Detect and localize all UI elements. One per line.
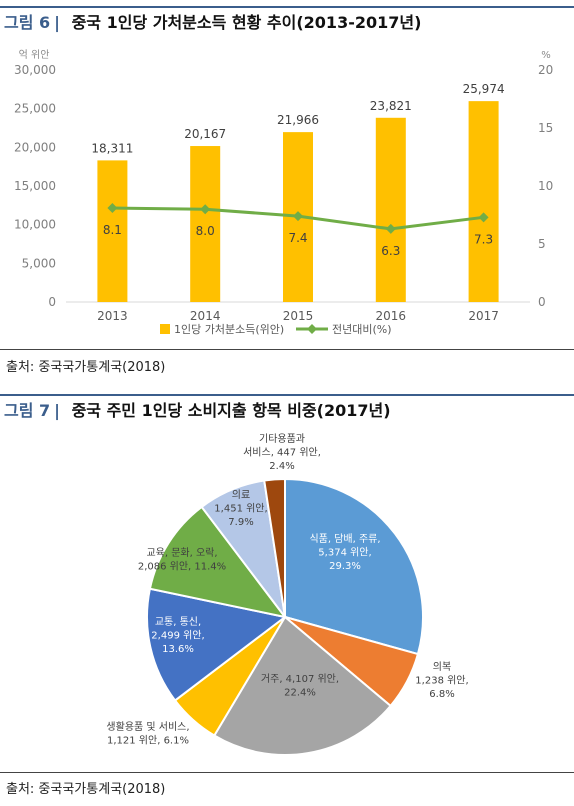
pie-slice-label-line: 2,086 위안, 11.4% bbox=[138, 560, 226, 573]
right-tick-label: 0 bbox=[538, 295, 546, 309]
pie-slice-label-line: 생활용품 및 서비스, bbox=[106, 720, 189, 733]
income-bar bbox=[375, 117, 406, 302]
figure7-source: 출처: 중국국가통계국(2018) bbox=[6, 782, 166, 797]
pie-slice-label-line: 13.6% bbox=[162, 644, 194, 655]
pie-slice-label-line: 식품, 담배, 주류, bbox=[309, 533, 380, 545]
income-chart: 억 위안 % 0 5,000 10,000 15,000 20,000 25,000 30,00… bbox=[14, 48, 553, 336]
category-label: 2014 bbox=[190, 309, 221, 323]
right-tick-label: 20 bbox=[538, 63, 553, 77]
pie-slice-label-line: 교육, 문화, 오락, bbox=[146, 547, 217, 559]
pie-slice-label: 교통, 통신, 2,499 위안, 13.6% bbox=[151, 616, 204, 655]
growth-point bbox=[385, 223, 396, 234]
pie-slice-label: 생활용품 및 서비스, 1,121 위안, 6.1% bbox=[106, 720, 189, 747]
income-bar-label: 21,966 bbox=[277, 113, 319, 127]
pie-slice-label-line: 7.9% bbox=[228, 517, 253, 528]
income-bar-label: 25,974 bbox=[463, 82, 505, 96]
growth-point-label: 8.0 bbox=[196, 224, 215, 238]
pie-slice-label-line: 2,499 위안, bbox=[151, 629, 204, 642]
growth-point bbox=[478, 212, 489, 223]
pie-slice bbox=[263, 477, 286, 618]
consumption-pie-chart: 식품, 담배, 주류, 5,374 위안, 29.3% 의복 1,238 위안, 6.8%… bbox=[106, 433, 469, 756]
pie-slice-label-line: 1,451 위안, bbox=[214, 502, 267, 515]
left-axis-unit: 억 위안 bbox=[19, 48, 50, 61]
category-label: 2015 bbox=[283, 309, 314, 323]
figure7-divider bbox=[0, 772, 574, 773]
category-label: 2017 bbox=[468, 309, 499, 323]
growth-point bbox=[107, 203, 118, 214]
income-bar-label: 20,167 bbox=[184, 127, 226, 141]
legend-marker-growth bbox=[307, 324, 317, 334]
pie-slice-label-line: 기타용품과 bbox=[259, 433, 305, 445]
pie-slice-label-line: 29.3% bbox=[329, 561, 361, 572]
pie-slice-label-line: 교통, 통신, bbox=[155, 616, 201, 628]
pie-slice-label-line: 5,374 위안, bbox=[318, 546, 371, 559]
figure6-number: 그림 6 bbox=[4, 13, 51, 32]
pie-slice-label-line: 거주, 4,107 위안, bbox=[261, 672, 339, 685]
left-tick-label: 5,000 bbox=[22, 256, 56, 270]
figure6-title: 중국 1인당 가처분소득 현황 추이(2013-2017년) bbox=[71, 13, 422, 32]
pie-slice-label-line: 1,121 위안, 6.1% bbox=[107, 734, 189, 747]
pie-slice-label: 의복 1,238 위안, 6.8% bbox=[415, 661, 468, 700]
income-bar bbox=[190, 146, 221, 302]
pie-slice-label: 기타용품과 서비스, 447 위안, 2.4% bbox=[243, 433, 321, 472]
legend-label-income: 1인당 가처분소득(위안) bbox=[174, 323, 284, 336]
income-bar bbox=[468, 101, 499, 302]
growth-point-label: 7.3 bbox=[474, 232, 493, 246]
pie-slice-label-line: 의복 bbox=[433, 661, 451, 673]
pie-slice bbox=[148, 505, 288, 619]
pie-slice-label-line: 의료 bbox=[232, 489, 250, 501]
left-tick-label: 25,000 bbox=[14, 102, 56, 116]
left-tick-label: 15,000 bbox=[14, 179, 56, 193]
left-tick-label: 0 bbox=[48, 295, 56, 309]
right-tick-label: 15 bbox=[538, 121, 553, 135]
pie-slice bbox=[146, 587, 288, 702]
income-bar-label: 23,821 bbox=[370, 99, 412, 113]
figure6-source: 출처: 중국국가통계국(2018) bbox=[6, 360, 166, 375]
figure7-number: 그림 7 bbox=[4, 401, 51, 420]
growth-point bbox=[293, 211, 303, 222]
pie-slice-label: 의료 1,451 위안, 7.9% bbox=[214, 489, 267, 528]
pie-slice-label: 교육, 문화, 오락, 2,086 위안, 11.4% bbox=[138, 547, 226, 573]
income-bar bbox=[97, 160, 128, 302]
right-tick-label: 5 bbox=[538, 237, 546, 251]
growth-point-label: 8.1 bbox=[103, 223, 122, 237]
right-tick-label: 10 bbox=[538, 179, 553, 193]
pie-slice-label: 거주, 4,107 위안, 22.4% bbox=[261, 672, 339, 699]
left-tick-label: 30,000 bbox=[14, 63, 56, 77]
income-bar-label: 18,311 bbox=[91, 141, 133, 155]
pie-slice-label-line: 22.4% bbox=[284, 688, 316, 699]
figure6-divider bbox=[0, 349, 574, 350]
pie-slice-label-line: 1,238 위안, bbox=[415, 674, 468, 687]
figure6-title-bar: 그림 6 | 중국 1인당 가처분소득 현황 추이(2013-2017년) bbox=[0, 6, 574, 38]
pie-slice bbox=[212, 615, 392, 756]
legend-swatch-income bbox=[160, 324, 170, 334]
pie-slice-label: 식품, 담배, 주류, 5,374 위안, 29.3% bbox=[309, 533, 380, 572]
pie-slice-label-line: 2.4% bbox=[269, 461, 294, 472]
pie-slice-label-line: 6.8% bbox=[429, 689, 454, 700]
figure7-title-bar: 그림 7 | 중국 주민 1인당 소비지출 항목 비중(2017년) bbox=[0, 394, 574, 426]
left-tick-label: 20,000 bbox=[14, 140, 56, 154]
legend-label-growth: 전년대비(%) bbox=[332, 323, 392, 336]
growth-point bbox=[200, 204, 211, 215]
category-label: 2016 bbox=[376, 309, 407, 323]
pie-slice bbox=[284, 477, 424, 656]
growth-point-label: 7.4 bbox=[288, 231, 307, 245]
right-axis-unit: % bbox=[541, 50, 551, 61]
pie-slice-label-line: 서비스, 447 위안, bbox=[243, 446, 321, 459]
growth-point-label: 6.3 bbox=[381, 244, 400, 258]
figure7-title: 중국 주민 1인당 소비지출 항목 비중(2017년) bbox=[71, 401, 391, 420]
category-label: 2013 bbox=[97, 309, 128, 323]
left-tick-label: 10,000 bbox=[14, 218, 56, 232]
